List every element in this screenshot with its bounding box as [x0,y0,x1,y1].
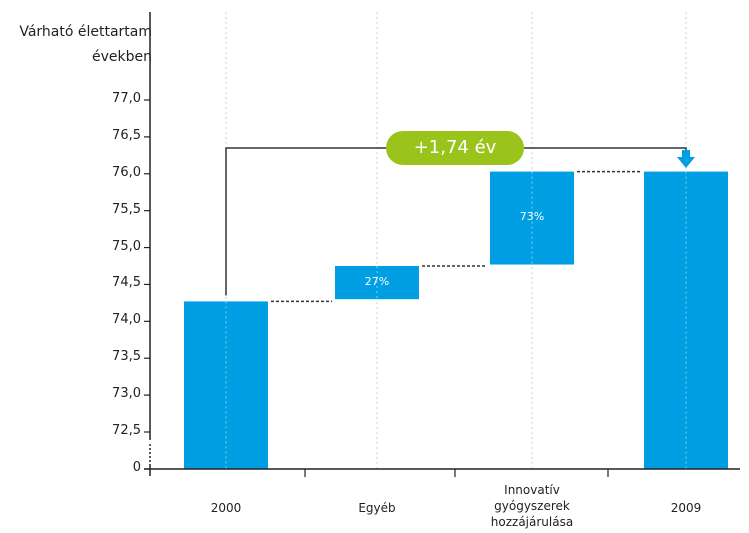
x-category-label: Egyéb [358,501,396,515]
y-axis-title-line-2: években [92,49,152,65]
down-arrow-stem [682,150,690,158]
y-tick-label: 0 [132,460,141,475]
y-tick-label: 74,5 [112,275,141,291]
y-tick-label: 75,0 [112,238,141,254]
y-tick-label: 73,5 [112,349,141,365]
x-category-label: Innovatív gyógyszerek hozzájárulása [490,483,574,529]
down-arrow-head [677,157,695,168]
bar-value-label: 27% [364,274,390,288]
y-tick-label: 76,5 [112,127,141,143]
x-category-label: 2000 [210,501,242,515]
y-tick-label: 74,0 [112,312,141,328]
y-axis-title-line-1: Várható élettartam [19,24,152,40]
bar-value-label: 73% [519,210,545,224]
bar-3 [644,171,728,469]
change-annotation: +1,74 év [386,131,524,165]
y-tick-label: 76,0 [112,164,141,180]
x-category-label: 2009 [670,501,702,515]
y-tick-label: 72,5 [112,423,141,438]
annotation-bracket [225,147,687,296]
bar-0 [184,301,268,469]
y-tick-label: 75,5 [112,201,141,217]
y-tick-label: 77,0 [112,91,141,106]
y-tick-label: 73,0 [112,386,141,402]
